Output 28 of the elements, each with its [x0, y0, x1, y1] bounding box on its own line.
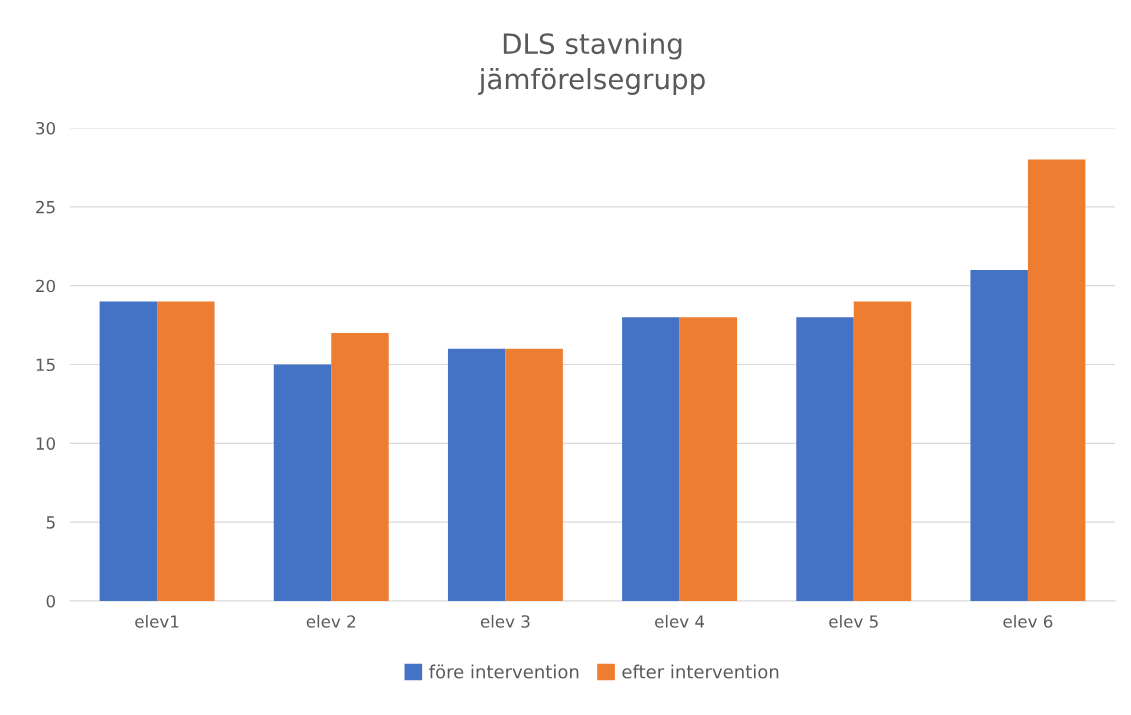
- y-tick-label: 10: [36, 437, 55, 450]
- bar: [157, 301, 215, 601]
- x-tick-label: elev 3: [480, 614, 530, 628]
- bar: [970, 269, 1028, 601]
- bar: [273, 364, 332, 601]
- legend-label: efter intervention: [622, 664, 779, 679]
- y-tick-label: 5: [46, 516, 55, 529]
- y-tick-label: 20: [36, 279, 55, 293]
- y-tick-label: 30: [36, 121, 55, 135]
- bar: [853, 301, 912, 601]
- x-tick-label: elev1: [135, 614, 179, 628]
- bar: [99, 301, 158, 601]
- bar: [622, 317, 680, 601]
- y-tick-label: 0: [46, 594, 55, 608]
- bar: [679, 317, 738, 601]
- x-tick-label: elev 5: [829, 614, 878, 628]
- bar: [505, 348, 563, 601]
- chart-title: DLS stavning jämförelsegrupp: [478, 32, 705, 95]
- x-tick-label: elev 4: [655, 614, 705, 628]
- bar: [447, 348, 506, 601]
- y-tick-label: 15: [36, 358, 55, 372]
- x-tick-label: elev 2: [306, 614, 356, 628]
- x-tick-label: elev 6: [1003, 614, 1053, 628]
- bar: [331, 332, 389, 601]
- bar: [1027, 159, 1086, 601]
- y-tick-label: 25: [36, 200, 55, 214]
- legend-label: före intervention: [429, 664, 579, 679]
- bar: [796, 317, 854, 601]
